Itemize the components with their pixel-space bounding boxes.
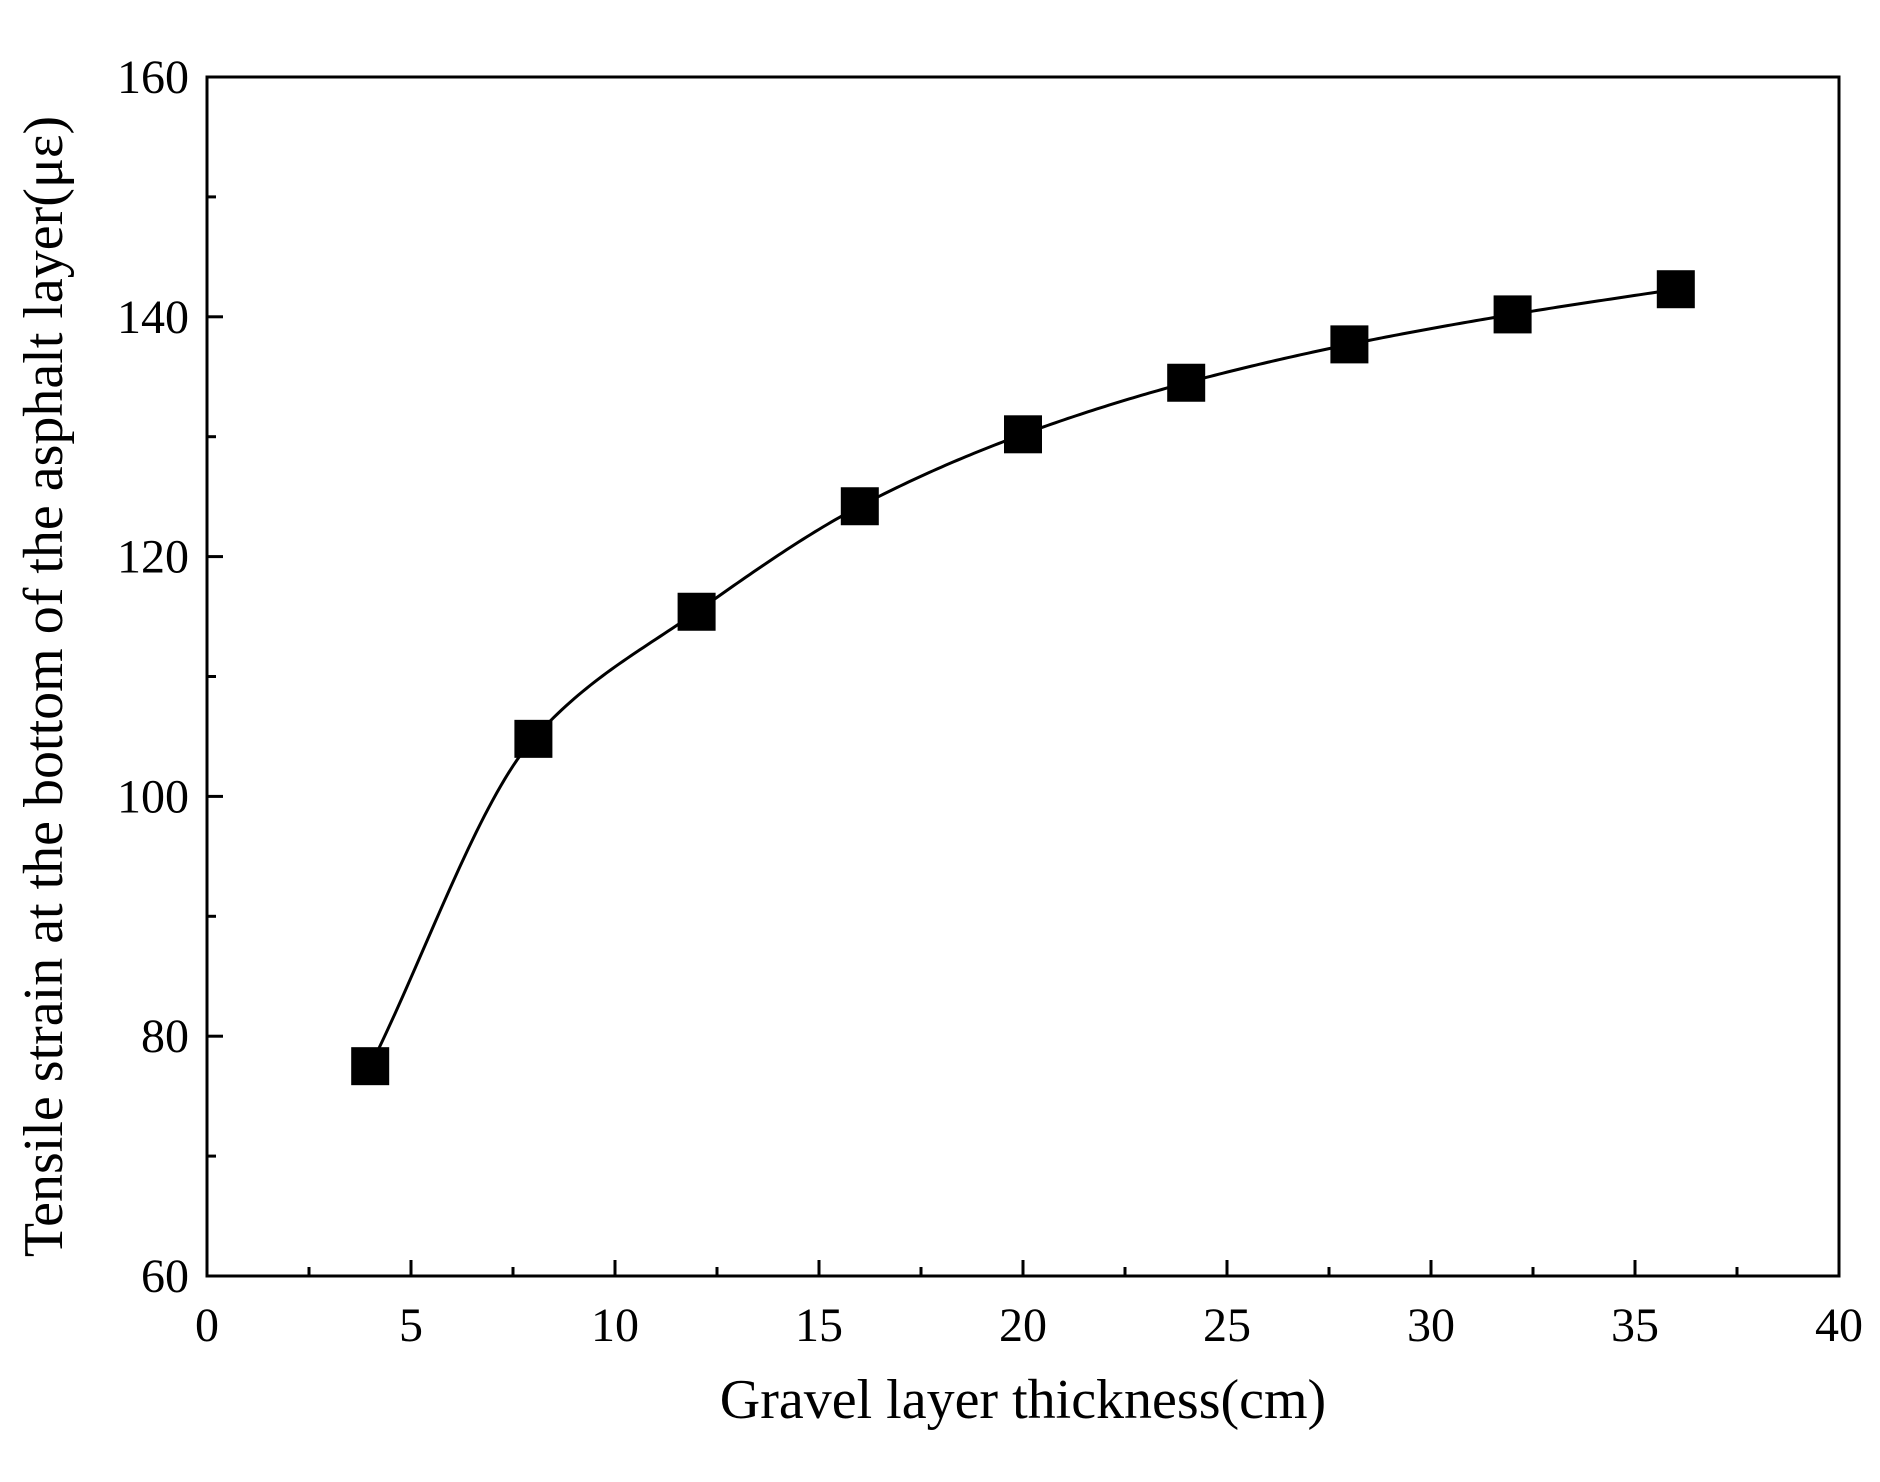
data-point [1656,270,1695,309]
y-tick-label: 120 [117,531,189,584]
data-point [514,719,553,758]
data-points-layer [351,270,1695,1086]
y-tick-label: 140 [117,291,189,344]
y-axis-title: Tensile strain at the bottom of the asph… [13,116,75,1257]
data-point [1004,415,1042,454]
y-tick-label: 100 [117,770,189,823]
x-tick-label: 10 [591,1299,639,1352]
data-point [351,1047,390,1086]
x-tick-label: 20 [999,1299,1047,1352]
plot-frame [205,75,1841,1278]
data-point [1493,295,1532,334]
y-tick-labels: 60 80 100 120 140 160 [117,51,189,1303]
x-tick-labels: 0 5 10 15 20 25 30 35 40 [195,1299,1863,1352]
y-tick-label: 80 [141,1010,189,1063]
x-tick-label: 15 [795,1299,843,1352]
x-tick-label: 35 [1611,1299,1659,1352]
x-tick-label: 40 [1815,1299,1863,1352]
x-tick-label: 5 [399,1299,423,1352]
x-axis-title: Gravel layer thickness(cm) [720,1369,1326,1431]
data-point [840,487,879,526]
y-tick-label: 160 [117,51,189,104]
data-point [677,592,716,631]
data-point [1330,325,1369,364]
data-point [1167,363,1206,402]
x-tick-label: 25 [1203,1299,1251,1352]
y-tick-label: 60 [141,1250,189,1303]
x-tick-label: 0 [195,1299,219,1352]
x-tick-label: 30 [1407,1299,1455,1352]
